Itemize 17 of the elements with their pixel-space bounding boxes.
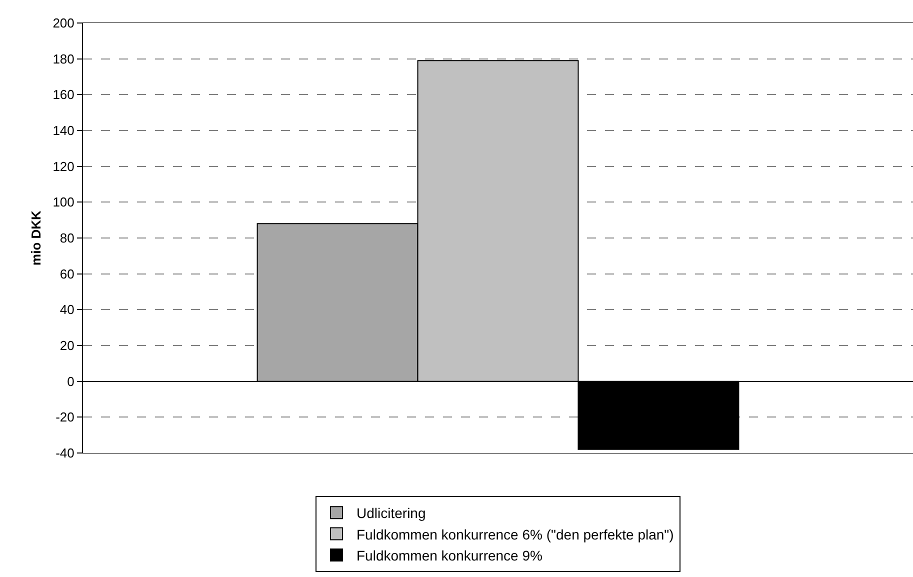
- y-tick-label: 200: [52, 16, 74, 31]
- y-tick-label: 80: [60, 230, 74, 246]
- y-tick-label: 100: [52, 194, 74, 210]
- y-tick-label: 160: [52, 87, 74, 102]
- y-tick-label: -20: [56, 410, 74, 425]
- legend-label: Udlicitering: [356, 505, 426, 522]
- legend-label: Fuldkommen konkurrence 9%: [356, 547, 542, 564]
- y-tick-label: 20: [60, 338, 74, 354]
- y-tick-label: 40: [60, 302, 74, 318]
- y-tick-label: 60: [60, 266, 74, 282]
- y-tick-label: 140: [52, 123, 74, 138]
- y-axis-title: mio DKK: [28, 210, 44, 266]
- y-tick-label: 180: [52, 51, 74, 66]
- y-tick-label: 120: [52, 158, 74, 174]
- y-tick-label: 0: [67, 374, 74, 389]
- y-tick-label: -40: [56, 446, 74, 461]
- legend-label: Fuldkommen konkurrence 6% ("den perfekte plan"): [356, 526, 674, 542]
